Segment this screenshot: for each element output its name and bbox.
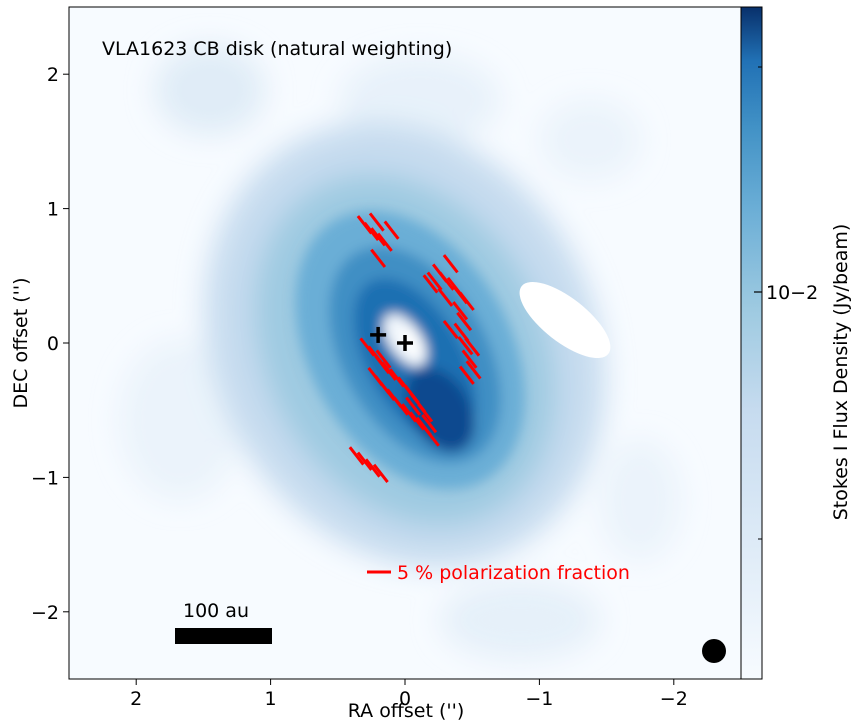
x-tick-label: 2	[130, 688, 142, 710]
legend-text: 5 % polarization fraction	[397, 562, 630, 584]
x-tick-label: −1	[525, 688, 553, 710]
scale-bar-rect	[175, 628, 272, 644]
y-axis-label: DEC offset ('')	[10, 277, 32, 408]
x-tick-label: −2	[660, 688, 688, 710]
x-tick-label: 1	[265, 688, 277, 710]
colorbar-tick-label: 10−2	[766, 282, 818, 304]
y-tick-label: −2	[31, 602, 59, 624]
beam-ellipse	[702, 639, 726, 663]
y-axis-ticks: −2 −1 0 1 2	[31, 64, 69, 624]
colorbar: 10−2 Stokes I Flux Density (Jy/beam)	[741, 7, 852, 679]
y-tick-label: −1	[31, 467, 59, 489]
y-tick-label: 2	[47, 64, 59, 86]
y-tick-label: 1	[47, 199, 59, 221]
colorbar-gradient	[741, 7, 762, 679]
polarization-legend: 5 % polarization fraction	[367, 562, 630, 584]
chart-title: VLA1623 CB disk (natural weighting)	[102, 38, 452, 60]
y-tick-label: 0	[47, 333, 59, 355]
scale-bar-label: 100 au	[183, 600, 249, 622]
x-axis-label: RA offset ('')	[348, 700, 465, 722]
colorbar-label: Stokes I Flux Density (Jy/beam)	[830, 224, 852, 521]
